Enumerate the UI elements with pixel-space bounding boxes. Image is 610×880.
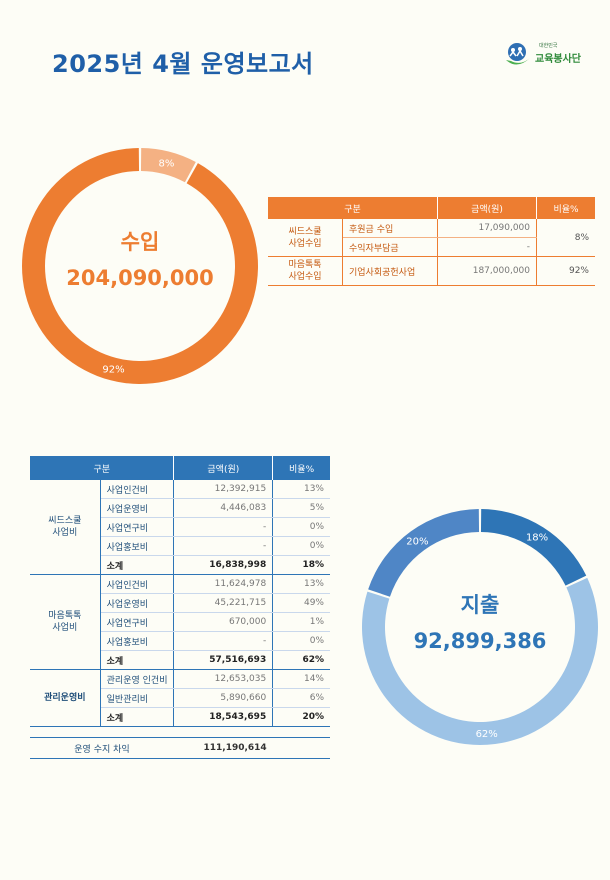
category-line: 관리운영비 [44,693,86,703]
expense-subtotal-label: 소계 [100,707,175,727]
income-total: 204,090,000 [66,266,214,290]
expense-subtotal-label: 소계 [100,555,175,575]
expense-item: 사업연구비 [100,517,175,537]
income-header-amount: 금액(원) [437,197,537,219]
expense-ratio: 6% [272,688,330,708]
income-slice-label: 92% [102,365,124,376]
income-ratio: 92% [536,256,595,286]
logo-name: 교육봉사단 [535,54,581,65]
category-line: 마음톡톡 [288,260,322,270]
income-header-ratio: 비율% [536,197,595,219]
expense-slice [480,509,587,586]
income-label: 수입 [120,230,160,254]
expense-total: 92,899,386 [413,629,547,653]
expense-header-amount: 금액(원) [173,456,274,480]
category-line: 씨드스쿨 [288,226,322,237]
expense-subtotal-amount: 57,516,693 [173,650,274,670]
expense-ratio: 13% [272,480,330,499]
income-amount: - [437,237,537,257]
expense-amount: - [173,536,274,556]
expense-header-category: 구분 [30,456,175,480]
expense-header-ratio: 비율% [272,456,330,480]
category-line: 사업비 [52,528,78,538]
category-line: 씨드스쿨 [48,516,82,526]
expense-ratio: 0% [272,631,330,651]
category-line: 사업수입 [288,238,322,249]
expense-subtotal-amount: 16,838,998 [173,555,274,575]
operating-balance-label: 운영 수지 차익 [30,737,174,759]
expense-item: 사업운영비 [100,498,175,518]
expense-slice [368,509,480,597]
expense-slice [362,577,598,745]
expense-item: 사업연구비 [100,612,175,632]
expense-slice-label: 62% [476,729,498,740]
income-category-maum: 마음톡톡 사업수입 [268,256,343,286]
expense-category-maum: 마음톡톡 사업비 [30,574,101,670]
expense-donut-chart: 18% 62% 20% [362,509,598,745]
expense-slice-label: 20% [406,536,428,547]
expense-amount: 45,221,715 [173,593,274,613]
expense-item: 일반관리비 [100,688,175,708]
income-amount: 17,090,000 [437,219,537,238]
expense-subtotal-ratio: 62% [272,650,330,670]
expense-category-admin: 관리운영비 [30,669,101,727]
expense-amount: - [173,517,274,537]
expense-ratio: 5% [272,498,330,518]
operating-balance-amount: 111,190,614 [173,737,273,759]
expense-item: 사업홍보비 [100,631,175,651]
expense-ratio: 13% [272,574,330,594]
income-slice-label: 8% [159,158,175,169]
expense-item: 사업운영비 [100,593,175,613]
income-item: 수익자부담금 [342,237,438,257]
expense-item: 사업인건비 [100,574,175,594]
income-header-category: 구분 [268,197,438,219]
income-item: 후원금 수입 [342,219,438,238]
page-title: 2025년 4월 운영보고서 [52,50,314,78]
table-spacer [30,726,330,738]
expense-slice-label: 18% [526,533,548,544]
operating-balance-ratio [272,737,330,759]
expense-item: 사업홍보비 [100,536,175,556]
expense-amount: - [173,631,274,651]
expense-category-seed: 씨드스쿨 사업비 [30,480,101,575]
expense-item: 사업인건비 [100,480,175,499]
expense-ratio: 14% [272,669,330,689]
income-slice [140,148,196,183]
expense-subtotal-label: 소계 [100,650,175,670]
category-line: 사업비 [52,623,78,633]
expense-amount: 4,446,083 [173,498,274,518]
expense-ratio: 0% [272,536,330,556]
expense-label: 지출 [460,593,500,617]
expense-subtotal-amount: 18,543,695 [173,707,274,727]
expense-amount: 12,653,035 [173,669,274,689]
expense-amount: 12,392,915 [173,480,274,499]
logo-icon [506,43,530,65]
income-amount: 187,000,000 [437,256,537,286]
expense-amount: 5,890,660 [173,688,274,708]
category-line: 사업수입 [288,272,322,282]
expense-amount: 11,624,978 [173,574,274,594]
category-line: 마음톡톡 [48,611,82,621]
income-ratio: 8% [536,219,595,257]
expense-subtotal-ratio: 18% [272,555,330,575]
income-table: 구분 금액(원) 비율% 씨드스쿨 사업수입 후원금 수입 17,090,000… [268,197,595,286]
expense-ratio: 1% [272,612,330,632]
logo-caption: 대한민국 [539,43,558,49]
income-item: 기업사회공헌사업 [342,256,438,286]
income-category-seed: 씨드스쿨 사업수입 [268,219,343,257]
organization-logo: 대한민국 교육봉사단 [503,38,583,72]
expense-amount: 670,000 [173,612,274,632]
expense-item: 관리운영 인건비 [100,669,175,689]
expense-table: 구분 금액(원) 비율% 씨드스쿨 사업비 사업인건비 12,392,915 1… [30,456,330,759]
expense-subtotal-ratio: 20% [272,707,330,727]
expense-ratio: 49% [272,593,330,613]
expense-ratio: 0% [272,517,330,537]
income-donut-chart: 8% 92% [21,148,258,384]
